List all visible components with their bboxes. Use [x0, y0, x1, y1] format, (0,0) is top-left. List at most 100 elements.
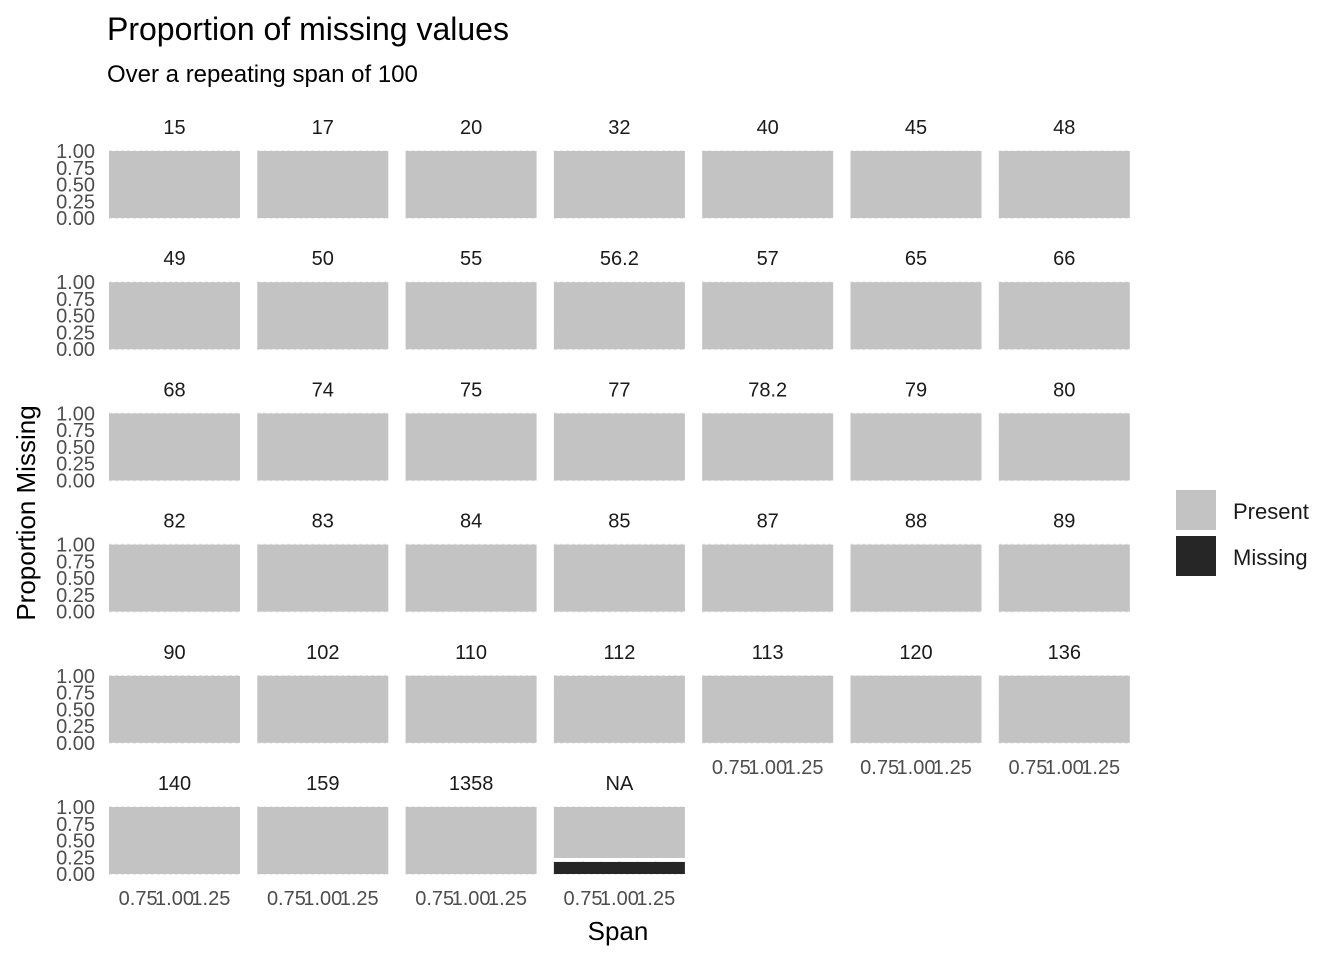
y-tick-label: 0.50 [56, 306, 95, 328]
y-tick-label: 0.25 [56, 454, 95, 476]
y-tick-label: 0.00 [56, 602, 95, 624]
bar-present [553, 151, 685, 218]
bar-present [702, 675, 834, 743]
facet-strip-label: 49 [163, 248, 185, 270]
bar-present [850, 675, 982, 743]
facet-strip-label: 113 [752, 642, 784, 664]
facet-strip-label: 50 [312, 248, 334, 270]
x-tick-label: 1.00 [303, 888, 342, 910]
bar-present [850, 413, 982, 481]
facet-panel: 136 0.751.001.25 [998, 642, 1130, 779]
bar-present [257, 413, 389, 481]
bar-present [850, 151, 982, 218]
bar-present [702, 282, 834, 350]
y-tick-label: 1.00 [56, 403, 95, 425]
facet-panel: 55 [405, 248, 537, 351]
x-tick-label: 1.00 [1045, 757, 1084, 779]
legend: Present Missing [1176, 490, 1309, 576]
facet-panel: 159 0.751.001.25 [257, 773, 389, 910]
facet-panel: 57 [702, 248, 834, 351]
bar-present [405, 675, 537, 743]
y-tick-label: 0.75 [56, 158, 95, 180]
x-tick-label: 1.25 [933, 757, 972, 779]
x-tick-label: 0.75 [119, 888, 158, 910]
bar-present [109, 544, 240, 612]
facet-panel: 48 [998, 117, 1130, 219]
y-tick-label: 0.75 [56, 289, 95, 311]
facet-strip-label: 83 [312, 511, 334, 533]
y-tick-label: 0.00 [56, 339, 95, 361]
facet-panel: 68 0.000.250.500.751.00 [56, 379, 240, 492]
facet-panel: 74 [257, 379, 389, 482]
bar-present [553, 675, 685, 743]
y-tick-label: 0.00 [56, 470, 95, 492]
x-tick-label: 1.00 [897, 757, 936, 779]
facet-panel: 1358 0.751.001.25 [405, 773, 537, 910]
facet-panel: 88 [850, 511, 982, 613]
y-tick-label: 1.00 [56, 272, 95, 294]
facet-strip-label: 32 [608, 117, 630, 139]
facet-strip-label: 1358 [449, 773, 494, 795]
bar-present [109, 675, 240, 743]
facet-panel: NA 0.751.001.25 [553, 773, 685, 910]
bar-present [553, 413, 685, 481]
x-tick-label: 1.00 [155, 888, 194, 910]
facet-panel: 50 [257, 248, 389, 351]
x-tick-label: 1.00 [600, 888, 639, 910]
x-tick-label: 0.75 [415, 888, 454, 910]
facet-strip-label: 87 [757, 511, 779, 533]
x-tick-label: 1.25 [1081, 757, 1120, 779]
y-tick-label: 0.75 [56, 814, 95, 836]
bar-present [850, 544, 982, 612]
x-tick-label: 1.25 [636, 888, 675, 910]
x-tick-label: 0.75 [712, 757, 751, 779]
bar-present [109, 413, 240, 481]
bar-present [998, 413, 1130, 481]
facet-strip-label: 77 [608, 379, 630, 401]
x-tick-label: 0.75 [564, 888, 603, 910]
facet-strip-label: 85 [608, 511, 630, 533]
bar-present [998, 675, 1130, 743]
y-tick-label: 0.50 [56, 699, 95, 721]
y-tick-label: 0.25 [56, 716, 95, 738]
y-tick-label: 0.75 [56, 551, 95, 573]
y-tick-label: 0.75 [56, 420, 95, 442]
facet-panel: 66 [998, 248, 1130, 351]
bar-present [257, 282, 389, 350]
facet-strip-label: 65 [905, 248, 927, 270]
facet-strip-label: 159 [306, 773, 339, 795]
facet-panel: 75 [405, 379, 537, 482]
y-tick-label: 0.25 [56, 847, 95, 869]
facet-strip-label: 57 [757, 248, 779, 270]
chart-title: Proportion of missing values [107, 11, 509, 47]
bar-present [405, 151, 537, 218]
facet-panel: 79 [850, 379, 982, 482]
x-axis-title: Span [588, 916, 649, 946]
bar-present [405, 413, 537, 481]
facet-panel: 20 [405, 117, 537, 219]
x-tick-label: 0.75 [860, 757, 899, 779]
x-tick-label: 1.00 [452, 888, 491, 910]
facet-strip-label: 112 [603, 642, 635, 664]
facet-panel: 77 [553, 379, 685, 482]
y-tick-label: 1.00 [56, 141, 95, 163]
facet-panel: 45 [850, 117, 982, 219]
facet-panel: 110 [405, 642, 537, 744]
y-tick-label: 1.00 [56, 535, 95, 557]
facet-strip-label: 48 [1053, 117, 1075, 139]
facet-panel: 65 [850, 248, 982, 351]
bar-present [257, 675, 389, 743]
bar-present [405, 807, 537, 874]
facet-strip-label: 110 [455, 642, 487, 664]
facet-panel: 80 [998, 379, 1130, 482]
facet-panel: 90 0.000.250.500.751.00 [56, 642, 240, 755]
facet-panel: 49 0.000.250.500.751.00 [56, 248, 240, 361]
y-tick-label: 0.00 [56, 733, 95, 755]
bar-missing [553, 861, 685, 874]
facet-panel: 120 0.751.001.25 [850, 642, 982, 779]
facet-strip-label: 90 [163, 642, 185, 664]
facet-strip-label: NA [606, 773, 634, 795]
facet-panel: 85 [553, 511, 685, 613]
